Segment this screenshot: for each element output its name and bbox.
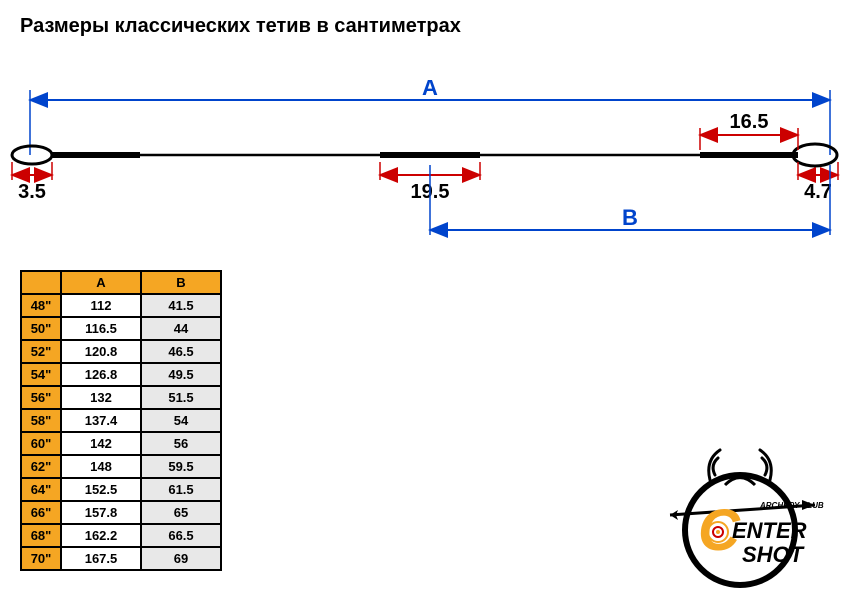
svg-text:B: B (622, 205, 638, 230)
table-row: 60"14256 (21, 432, 221, 455)
cell-a: 116.5 (61, 317, 141, 340)
cell-size: 68" (21, 524, 61, 547)
cell-b: 49.5 (141, 363, 221, 386)
size-table: A B 48"11241.550"116.54452"120.846.554"1… (20, 270, 222, 571)
svg-text:ENTER: ENTER (732, 518, 807, 543)
cell-size: 52" (21, 340, 61, 363)
bowstring-diagram: A 3.5 19.5 16.5 4.7 (10, 80, 840, 260)
cell-a: 132 (61, 386, 141, 409)
cell-size: 66" (21, 501, 61, 524)
svg-text:3.5: 3.5 (18, 181, 46, 203)
cell-b: 54 (141, 409, 221, 432)
cell-a: 120.8 (61, 340, 141, 363)
table-row: 64"152.561.5 (21, 478, 221, 501)
svg-text:A: A (422, 80, 438, 100)
cell-b: 46.5 (141, 340, 221, 363)
cell-b: 59.5 (141, 455, 221, 478)
cell-b: 65 (141, 501, 221, 524)
table-row: 56"13251.5 (21, 386, 221, 409)
cell-b: 44 (141, 317, 221, 340)
table-row: 54"126.849.5 (21, 363, 221, 386)
page-title: Размеры классических тетив в сантиметрах (20, 15, 461, 38)
cell-size: 70" (21, 547, 61, 570)
cell-size: 62" (21, 455, 61, 478)
svg-text:4.7: 4.7 (804, 181, 832, 203)
table-row: 70"167.569 (21, 547, 221, 570)
table-row: 62"14859.5 (21, 455, 221, 478)
cell-size: 56" (21, 386, 61, 409)
header-b: B (141, 271, 221, 294)
table-row: 52"120.846.5 (21, 340, 221, 363)
cell-a: 142 (61, 432, 141, 455)
table-header: A B (21, 271, 221, 294)
cell-a: 162.2 (61, 524, 141, 547)
table-row: 68"162.266.5 (21, 524, 221, 547)
cell-size: 58" (21, 409, 61, 432)
cell-b: 41.5 (141, 294, 221, 317)
cell-b: 66.5 (141, 524, 221, 547)
cell-size: 50" (21, 317, 61, 340)
table-row: 48"11241.5 (21, 294, 221, 317)
cell-a: 137.4 (61, 409, 141, 432)
header-a: A (61, 271, 141, 294)
cell-size: 64" (21, 478, 61, 501)
header-size (21, 271, 61, 294)
cell-size: 54" (21, 363, 61, 386)
cell-size: 60" (21, 432, 61, 455)
cell-size: 48" (21, 294, 61, 317)
cell-a: 148 (61, 455, 141, 478)
cell-b: 69 (141, 547, 221, 570)
centershot-logo: C ARCHERY CLUB ENTER SHOT (650, 440, 830, 590)
cell-b: 56 (141, 432, 221, 455)
table-row: 50"116.544 (21, 317, 221, 340)
table-row: 58"137.454 (21, 409, 221, 432)
svg-text:16.5: 16.5 (730, 111, 769, 133)
cell-b: 51.5 (141, 386, 221, 409)
svg-text:ARCHERY CLUB: ARCHERY CLUB (759, 501, 824, 510)
cell-a: 152.5 (61, 478, 141, 501)
cell-a: 157.8 (61, 501, 141, 524)
cell-a: 112 (61, 294, 141, 317)
cell-a: 167.5 (61, 547, 141, 570)
cell-a: 126.8 (61, 363, 141, 386)
table-row: 66"157.865 (21, 501, 221, 524)
cell-b: 61.5 (141, 478, 221, 501)
svg-text:SHOT: SHOT (742, 542, 805, 567)
